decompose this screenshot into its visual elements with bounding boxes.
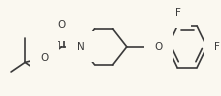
Text: O: O: [57, 20, 65, 30]
Text: F: F: [214, 42, 220, 52]
Text: O: O: [155, 42, 163, 52]
Text: N: N: [77, 42, 84, 52]
Text: F: F: [175, 8, 181, 18]
Text: O: O: [40, 53, 48, 63]
